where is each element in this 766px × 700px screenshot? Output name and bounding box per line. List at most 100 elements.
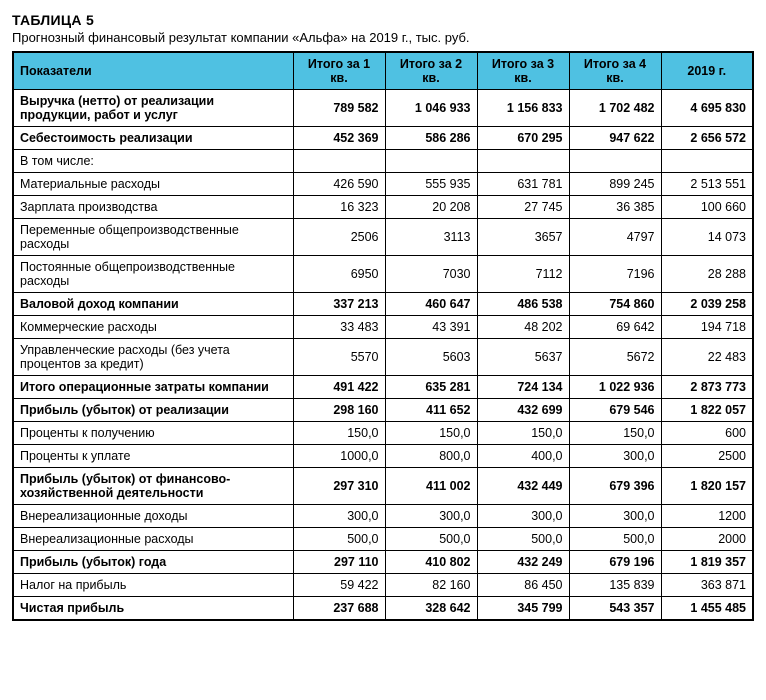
table-row: Прибыль (убыток) года297 110410 802432 2… <box>13 551 753 574</box>
row-value: 27 745 <box>477 196 569 219</box>
row-value: 300,0 <box>477 505 569 528</box>
row-label: Постоянные общепроизводственные расходы <box>13 256 293 293</box>
row-value: 1 819 357 <box>661 551 753 574</box>
row-label: Управленческие расходы (без учета процен… <box>13 339 293 376</box>
row-value: 297 110 <box>293 551 385 574</box>
row-value: 600 <box>661 422 753 445</box>
row-label: Прибыль (убыток) года <box>13 551 293 574</box>
row-value: 82 160 <box>385 574 477 597</box>
row-value: 555 935 <box>385 173 477 196</box>
row-value: 135 839 <box>569 574 661 597</box>
row-value: 1000,0 <box>293 445 385 468</box>
row-value: 48 202 <box>477 316 569 339</box>
table-row: Постоянные общепроизводственные расходы6… <box>13 256 753 293</box>
row-value: 345 799 <box>477 597 569 621</box>
row-value: 298 160 <box>293 399 385 422</box>
row-label: Зарплата производства <box>13 196 293 219</box>
row-value: 300,0 <box>569 445 661 468</box>
row-value: 69 642 <box>569 316 661 339</box>
row-value: 500,0 <box>477 528 569 551</box>
row-value <box>293 150 385 173</box>
row-value: 33 483 <box>293 316 385 339</box>
row-value <box>477 150 569 173</box>
table-row: Прибыль (убыток) от финансово-хозяйствен… <box>13 468 753 505</box>
col-header-year: 2019 г. <box>661 52 753 90</box>
row-label: Проценты к уплате <box>13 445 293 468</box>
row-label: Выручка (нетто) от реализации продукции,… <box>13 90 293 127</box>
table-row: Управленческие расходы (без учета процен… <box>13 339 753 376</box>
table-row: Налог на прибыль59 42282 16086 450135 83… <box>13 574 753 597</box>
table-subtitle: Прогнозный финансовый результат компании… <box>12 30 754 45</box>
row-label: Налог на прибыль <box>13 574 293 597</box>
row-value: 2 039 258 <box>661 293 753 316</box>
row-value: 947 622 <box>569 127 661 150</box>
col-header-q4: Итого за 4 кв. <box>569 52 661 90</box>
row-value: 7112 <box>477 256 569 293</box>
row-value: 328 642 <box>385 597 477 621</box>
col-header-q2: Итого за 2 кв. <box>385 52 477 90</box>
row-value: 724 134 <box>477 376 569 399</box>
row-value: 631 781 <box>477 173 569 196</box>
row-value: 14 073 <box>661 219 753 256</box>
row-value: 486 538 <box>477 293 569 316</box>
row-value: 679 396 <box>569 468 661 505</box>
row-value: 43 391 <box>385 316 477 339</box>
row-value: 150,0 <box>293 422 385 445</box>
row-value: 543 357 <box>569 597 661 621</box>
row-value: 411 652 <box>385 399 477 422</box>
row-value: 150,0 <box>477 422 569 445</box>
row-value: 2 513 551 <box>661 173 753 196</box>
row-value: 460 647 <box>385 293 477 316</box>
table-body: Выручка (нетто) от реализации продукции,… <box>13 90 753 621</box>
row-value: 59 422 <box>293 574 385 597</box>
row-value: 3113 <box>385 219 477 256</box>
row-label: Себестоимость реализации <box>13 127 293 150</box>
row-value: 586 286 <box>385 127 477 150</box>
table-row: Зарплата производства16 32320 20827 7453… <box>13 196 753 219</box>
row-value: 679 196 <box>569 551 661 574</box>
row-value: 4 695 830 <box>661 90 753 127</box>
row-label: Валовой доход компании <box>13 293 293 316</box>
row-value: 300,0 <box>293 505 385 528</box>
row-value: 452 369 <box>293 127 385 150</box>
table-row: Выручка (нетто) от реализации продукции,… <box>13 90 753 127</box>
row-value: 100 660 <box>661 196 753 219</box>
table-header-row: Показатели Итого за 1 кв. Итого за 2 кв.… <box>13 52 753 90</box>
table-row: Внереализационные доходы300,0300,0300,03… <box>13 505 753 528</box>
table-row: Переменные общепроизводственные расходы2… <box>13 219 753 256</box>
row-value: 1200 <box>661 505 753 528</box>
row-value: 7030 <box>385 256 477 293</box>
row-label: Материальные расходы <box>13 173 293 196</box>
row-value: 1 022 936 <box>569 376 661 399</box>
row-label: Прибыль (убыток) от финансово-хозяйствен… <box>13 468 293 505</box>
col-header-q3: Итого за 3 кв. <box>477 52 569 90</box>
row-value: 1 046 933 <box>385 90 477 127</box>
row-label: Итого операционные затраты компании <box>13 376 293 399</box>
row-label: Внереализационные доходы <box>13 505 293 528</box>
row-value: 432 249 <box>477 551 569 574</box>
row-label: Прибыль (убыток) от реализации <box>13 399 293 422</box>
table-row: Валовой доход компании337 213460 647486 … <box>13 293 753 316</box>
table-row: Себестоимость реализации452 369586 28667… <box>13 127 753 150</box>
col-header-q1: Итого за 1 кв. <box>293 52 385 90</box>
row-value: 5603 <box>385 339 477 376</box>
row-value: 2 656 572 <box>661 127 753 150</box>
row-value: 400,0 <box>477 445 569 468</box>
row-value: 500,0 <box>569 528 661 551</box>
row-value: 754 860 <box>569 293 661 316</box>
table-row: Материальные расходы426 590555 935631 78… <box>13 173 753 196</box>
row-label: Внереализационные расходы <box>13 528 293 551</box>
row-value: 2500 <box>661 445 753 468</box>
row-value <box>385 150 477 173</box>
row-value: 2000 <box>661 528 753 551</box>
row-value: 899 245 <box>569 173 661 196</box>
row-value: 194 718 <box>661 316 753 339</box>
row-value: 635 281 <box>385 376 477 399</box>
row-value <box>569 150 661 173</box>
row-value: 789 582 <box>293 90 385 127</box>
row-value: 432 699 <box>477 399 569 422</box>
table-row: Проценты к получению150,0150,0150,0150,0… <box>13 422 753 445</box>
table-row: Чистая прибыль237 688328 642345 799543 3… <box>13 597 753 621</box>
row-value: 297 310 <box>293 468 385 505</box>
row-value: 1 156 833 <box>477 90 569 127</box>
